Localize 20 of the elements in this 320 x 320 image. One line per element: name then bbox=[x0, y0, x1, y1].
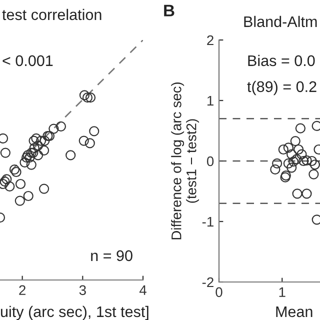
chart-title: test correlation bbox=[2, 8, 102, 20]
annotation: Bias = 0.0 bbox=[248, 54, 315, 66]
annotation: t(89) = 0.2 bbox=[247, 80, 316, 96]
y-tick-label: 2 bbox=[207, 35, 214, 46]
x-axis-title: uity (arc sec), 1st test] bbox=[0, 306, 148, 320]
y-tick-label: 0 bbox=[206, 156, 214, 166]
x-tick-label: 0 bbox=[216, 287, 222, 298]
y-tick-label: -2 bbox=[202, 277, 214, 288]
x-tick-label: 2 bbox=[19, 285, 26, 295]
y-tick-label: 1 bbox=[207, 96, 214, 106]
text: B bbox=[164, 4, 174, 16]
x-tick-label: 1 bbox=[279, 287, 286, 297]
y-tick-label: -1 bbox=[202, 216, 214, 227]
x-axis-title: Mean bbox=[276, 306, 312, 318]
annotation: < 0.001 bbox=[2, 55, 53, 66]
y-axis-title: Difference of log (arc sec) (test1 − test2) bbox=[171, 82, 200, 240]
x-tick-label: 4 bbox=[139, 285, 146, 295]
x-tick-label: 3 bbox=[79, 285, 86, 296]
chart-title: Bland-Altm bbox=[244, 16, 317, 28]
annotation: n = 90 bbox=[91, 250, 132, 262]
